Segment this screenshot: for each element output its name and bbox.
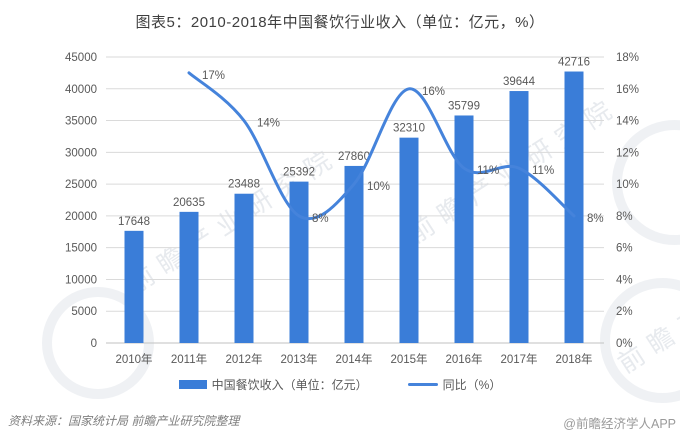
bar-2014年 — [344, 165, 364, 343]
line-value-label: 8% — [312, 213, 329, 225]
bar-2012年 — [234, 193, 254, 343]
bar-value-label: 42716 — [558, 57, 590, 69]
left-axis-tick: 40000 — [65, 84, 97, 96]
right-axis-tick: 14% — [616, 116, 639, 128]
x-axis-label: 2012年 — [225, 352, 262, 366]
x-axis-label: 2011年 — [171, 352, 207, 366]
bar-value-label: 23488 — [228, 179, 260, 191]
bar-value-label: 20635 — [173, 197, 205, 209]
left-axis-tick: 10000 — [65, 274, 97, 286]
bar-value-label: 17648 — [118, 216, 150, 228]
right-axis-tick: 16% — [616, 84, 639, 96]
bar-value-label: 35799 — [448, 100, 480, 112]
line-value-label: 11% — [532, 165, 554, 177]
bar-2017年 — [509, 91, 529, 344]
line-value-label: 8% — [587, 213, 604, 225]
left-axis-tick: 0 — [91, 338, 97, 350]
bar-2016年 — [454, 115, 474, 343]
bar-series-swatch — [178, 380, 207, 389]
right-axis-tick: 4% — [616, 274, 633, 286]
right-axis-tick: 2% — [616, 306, 633, 318]
legend: 中国餐饮收入（单位：亿元） 同比（%） — [0, 376, 680, 393]
source-note: 资料来源：国家统计局 前瞻产业研究院整理 — [8, 414, 240, 428]
bar-value-label: 27860 — [338, 151, 370, 163]
x-axis-label: 2014年 — [335, 352, 372, 366]
x-axis-label: 2016年 — [445, 352, 482, 366]
chart-title: 图表5：2010-2018年中国餐饮行业收入（单位：亿元，%） — [135, 14, 545, 31]
bar-2018年 — [564, 71, 584, 344]
right-axis-tick: 0% — [616, 338, 633, 350]
x-axis-label: 2018年 — [555, 352, 592, 366]
bar-value-label: 39644 — [503, 76, 536, 88]
line-value-label: 16% — [422, 86, 445, 98]
bar-2010年 — [124, 230, 144, 343]
line-value-label: 10% — [367, 181, 390, 193]
left-axis-tick: 45000 — [65, 52, 97, 64]
right-axis-tick: 18% — [616, 52, 639, 64]
line-series-swatch — [407, 383, 438, 386]
legend-label-revenue: 中国餐饮收入（单位：亿元） — [211, 378, 368, 392]
left-axis-tick: 5000 — [71, 306, 97, 318]
bar-2015年 — [399, 137, 419, 343]
left-axis-tick: 25000 — [65, 179, 97, 191]
x-axis-label: 2017年 — [500, 352, 537, 366]
legend-label-yoy: 同比（%） — [442, 378, 502, 392]
line-value-label: 14% — [257, 118, 280, 130]
bar-value-label: 32310 — [393, 123, 425, 135]
yoy-line — [187, 71, 576, 221]
x-axis-label: 2010年 — [115, 352, 152, 366]
bar-2013年 — [289, 181, 309, 343]
bar-2011年 — [179, 211, 199, 343]
x-axis-label: 2013年 — [280, 352, 317, 366]
right-axis-tick: 6% — [616, 243, 633, 255]
bar-value-label: 25392 — [283, 167, 315, 179]
left-axis-tick: 35000 — [65, 116, 97, 128]
x-axis-label: 2015年 — [390, 352, 427, 366]
line-value-label: 11% — [477, 165, 499, 177]
credit-note: @前瞻经济学人APP — [563, 417, 676, 431]
legend-item-revenue: 中国餐饮收入（单位：亿元） — [178, 376, 368, 393]
line-value-label: 17% — [202, 70, 225, 82]
left-axis-tick: 15000 — [65, 243, 97, 255]
left-axis-tick: 20000 — [65, 211, 97, 223]
right-axis-tick: 10% — [616, 179, 639, 191]
right-axis-tick: 12% — [616, 147, 639, 159]
legend-item-yoy: 同比（%） — [407, 376, 502, 393]
left-axis-tick: 30000 — [65, 147, 97, 159]
right-axis-tick: 8% — [616, 211, 633, 223]
